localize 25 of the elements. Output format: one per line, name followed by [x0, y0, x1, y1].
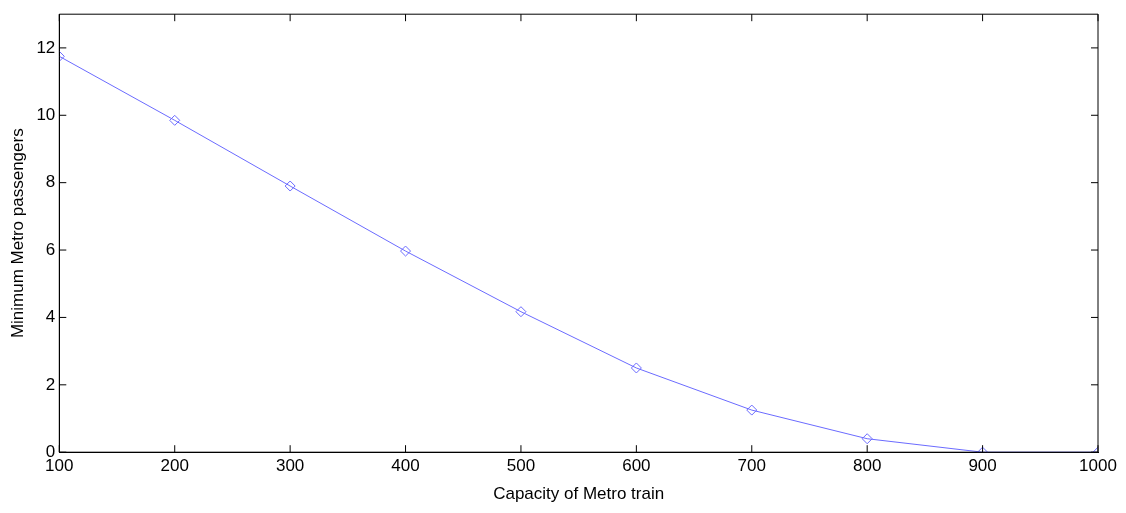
x-tick-label: 900 — [968, 456, 997, 476]
x-tick-label: 100 — [45, 456, 74, 476]
point — [284, 180, 296, 192]
y-tick-label: 4 — [45, 307, 56, 327]
x-tick-label: 200 — [160, 456, 189, 476]
x-tick-label: 300 — [275, 456, 305, 476]
point — [630, 362, 642, 374]
y-tick-label: 6 — [45, 239, 56, 259]
x-tick-label: 1000 — [1079, 456, 1117, 476]
x-tick-label: 600 — [622, 456, 651, 476]
y-tick-label: 8 — [45, 172, 56, 192]
point — [515, 306, 527, 318]
y-tick-label: 12 — [36, 37, 56, 57]
y-axis-title: Minimum Metro passengers — [7, 128, 27, 339]
x-tick-label: 700 — [737, 456, 766, 476]
x-tick-label: 500 — [506, 456, 536, 476]
x-tick-label: 400 — [391, 456, 420, 476]
y-tick-label: 10 — [36, 104, 56, 124]
point — [400, 245, 412, 257]
point — [746, 404, 758, 416]
point — [169, 114, 181, 126]
point — [861, 433, 873, 445]
y-tick-label: 2 — [45, 374, 56, 394]
x-axis-title: Capacity of Metro train — [493, 484, 665, 504]
x-tick-label: 800 — [852, 456, 882, 476]
